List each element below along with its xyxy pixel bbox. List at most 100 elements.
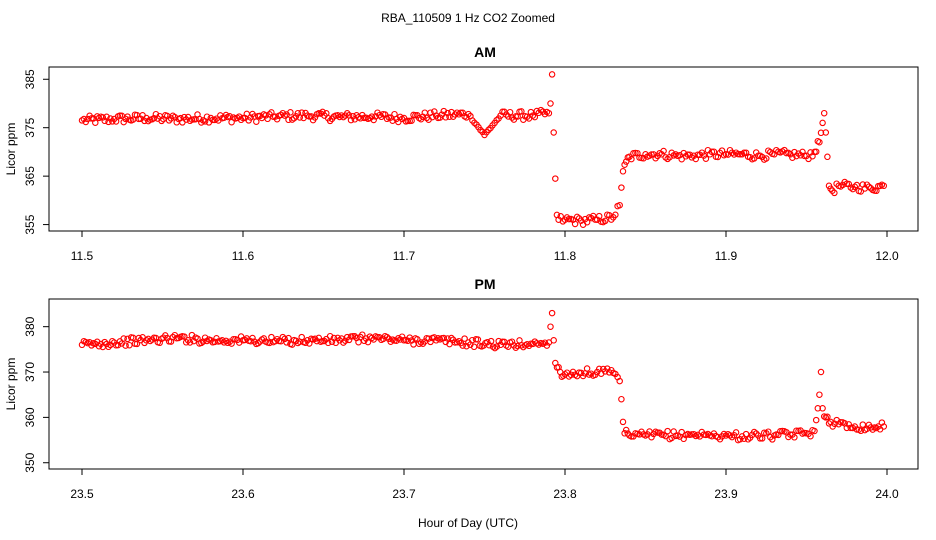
panel-pm-point-407 <box>859 421 867 428</box>
panel-pm-xtick-label-1: 23.6 <box>231 487 255 501</box>
panel-pm-point-138 <box>340 339 347 346</box>
panel-am-point-281 <box>616 201 623 209</box>
panel-am-point-271 <box>595 212 603 220</box>
panel-pm-point-355 <box>758 435 766 442</box>
panel-pm-point-89 <box>247 337 254 345</box>
panel-am-point-274 <box>601 217 609 225</box>
panel-pm-frame <box>48 298 919 470</box>
panel-am-point-78 <box>226 113 233 120</box>
panel-am-point-200 <box>457 109 465 117</box>
panel-pm-point-285 <box>619 418 627 426</box>
panel-pm-point-29 <box>133 340 141 348</box>
panel-am-point-168 <box>396 113 404 121</box>
panel-am-title: AM <box>474 44 496 60</box>
panel-am-point-174 <box>408 117 415 124</box>
panel-am-point-285 <box>622 158 630 165</box>
panel-pm-point-125 <box>315 334 323 342</box>
panel-pm-point-209 <box>474 336 482 343</box>
panel-pm-point-255 <box>560 372 567 379</box>
panel-am-xtick-label-4: 11.9 <box>715 249 738 263</box>
panel-pm-xtick-label-2: 23.7 <box>392 487 416 501</box>
panel-am-point-402 <box>853 181 861 189</box>
panel-am: AM 11.5 11.6 11.7 11.8 11.9 12.0 355 365 375 385… <box>4 44 919 263</box>
panel-pm-point-383 <box>814 405 822 412</box>
panel-pm-point-401 <box>847 424 855 432</box>
panel-am-point-236 <box>527 108 535 116</box>
panel-pm-point-308 <box>664 427 671 435</box>
panel-pm-point-65 <box>201 334 209 341</box>
panel-am-point-140 <box>343 110 351 117</box>
panel-am-point-249 <box>552 175 559 182</box>
panel-pm-point-269 <box>587 370 595 377</box>
panel-am-xtick-label-0: 11.5 <box>71 249 94 263</box>
panel-pm-point-139 <box>342 337 349 344</box>
panel-am-point-138 <box>340 113 347 121</box>
panel-am-point-203 <box>463 114 470 121</box>
panel-pm-point-267 <box>583 365 591 372</box>
panel-am-point-152 <box>366 114 374 122</box>
panel-am-point-62 <box>196 115 203 123</box>
panel-am-point-92 <box>253 118 260 125</box>
panel-am-point-246 <box>547 100 554 107</box>
panel-am-point-384 <box>819 119 826 127</box>
panel-am-point-197 <box>451 111 459 118</box>
panel-am-point-283 <box>619 168 627 175</box>
panel-pm-point-143 <box>349 333 357 340</box>
panel-pm-point-99 <box>266 339 273 347</box>
panel-am-point-238 <box>531 113 539 121</box>
panel-pm-point-54 <box>181 333 188 340</box>
panel-am-point-66 <box>203 113 211 120</box>
panel-pm-point-417 <box>878 419 886 426</box>
panel-am-x-axis: 11.5 11.6 11.7 11.8 11.9 12.0 <box>71 230 899 263</box>
panel-pm-point-57 <box>186 339 194 346</box>
panel-am-point-247 <box>548 71 556 78</box>
panel-am-point-239 <box>533 107 541 115</box>
panel-pm-point-22 <box>120 335 127 342</box>
panel-am-point-164 <box>389 117 396 124</box>
panel-am-point-325 <box>702 155 710 162</box>
panel-am-point-42 <box>158 117 165 125</box>
panel-pm-point-247 <box>547 323 554 330</box>
panel-am-point-288 <box>628 155 635 163</box>
panel-pm-point-93 <box>254 339 262 347</box>
panel-pm-point-12 <box>101 338 108 346</box>
panel-pm-point-64 <box>199 338 207 345</box>
panel-pm-point-151 <box>364 338 372 346</box>
panel-pm-point-169 <box>398 333 406 340</box>
panel-pm-ylabel: Licor ppm <box>4 358 18 411</box>
panel-am-point-245 <box>545 109 553 117</box>
panel-pm-ytick-label-1: 360 <box>23 407 37 427</box>
panel-pm-point-132 <box>328 338 336 345</box>
panel-am-point-404 <box>857 188 865 195</box>
panel-am-point-328 <box>708 148 716 156</box>
panel-am-points <box>78 71 888 228</box>
panel-pm-point-354 <box>756 435 764 442</box>
panel-pm-point-418 <box>880 423 888 430</box>
panel-am-point-22 <box>120 118 127 126</box>
panel-pm-point-66 <box>203 337 211 345</box>
panel-pm-point-25 <box>126 341 133 349</box>
panel-am-point-298 <box>648 151 655 158</box>
panel-am-ytick-label-3: 385 <box>23 69 37 89</box>
panel-am-point-227 <box>510 116 518 123</box>
panel-pm-point-37 <box>148 336 156 343</box>
panel-am-xtick-label-3: 11.8 <box>554 249 577 263</box>
panel-pm-points <box>78 309 888 444</box>
panel-pm-point-80 <box>230 335 237 343</box>
panel-pm-point-395 <box>835 420 842 428</box>
panel-pm-x-axis: 23.5 23.6 23.7 23.8 23.9 24.0 <box>70 468 899 501</box>
panel-am-point-135 <box>334 112 341 119</box>
panel-am-point-84 <box>237 116 245 124</box>
panel-pm-point-90 <box>249 334 256 342</box>
panel-am-point-374 <box>801 152 808 160</box>
panel-am-point-355 <box>763 155 770 162</box>
panel-am-point-269 <box>591 216 599 223</box>
panel-pm-point-287 <box>622 426 630 434</box>
panel-pm-point-371 <box>791 434 798 441</box>
panel-am-point-201 <box>459 109 466 117</box>
panel-pm-ytick-label-2: 370 <box>23 362 37 382</box>
panel-pm-point-382 <box>812 416 820 424</box>
panel-pm-point-400 <box>845 421 853 428</box>
panel-pm-point-284 <box>618 395 625 403</box>
panel-am-point-109 <box>285 116 292 124</box>
